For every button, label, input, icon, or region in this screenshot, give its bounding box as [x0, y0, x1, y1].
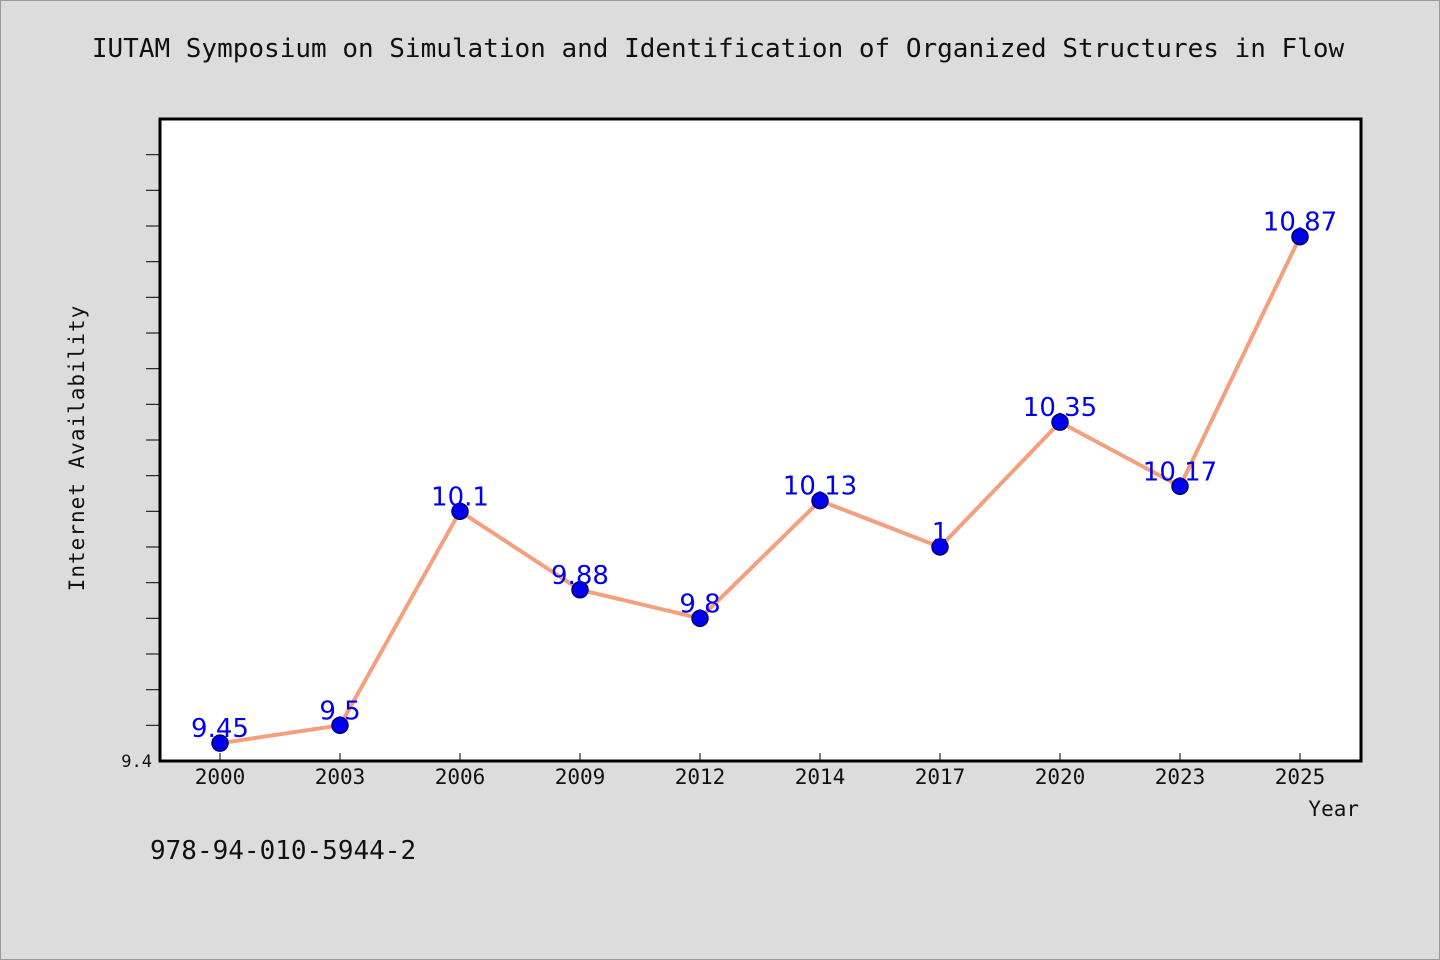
series-line	[218, 234, 1302, 746]
y-axis-title: Internet Availability	[65, 305, 89, 592]
x-tick-label: 2020	[1035, 765, 1086, 789]
data-point	[811, 491, 829, 510]
data-point	[451, 502, 469, 521]
data-label: 9.88	[551, 561, 609, 591]
data-label: 10.35	[1023, 393, 1097, 423]
x-tick-label: 2017	[915, 765, 966, 789]
data-point	[571, 581, 589, 599]
x-axis-title: Year	[1308, 797, 1359, 821]
x-tick-label: 2014	[795, 765, 846, 789]
x-tick-label: 2025	[1275, 765, 1326, 789]
chart-title: IUTAM Symposium on Simulation and Identi…	[91, 34, 1345, 64]
y-axis-tick-labels: 9.4	[121, 752, 152, 772]
data-point	[331, 716, 349, 735]
data-label: 10.1	[431, 482, 489, 512]
data-labels: 9.45 9.5 10.1 9.88 9.8 10.13 1 10.35 10.17 10.87	[191, 208, 1337, 744]
x-tick-label: 2000	[195, 765, 246, 789]
data-point	[1051, 413, 1069, 431]
data-label: 1	[932, 518, 949, 548]
y-tick-label: 9.4	[121, 752, 152, 772]
data-label: 9.8	[679, 589, 720, 619]
plot-area	[158, 117, 1363, 763]
x-tick-label: 2003	[315, 765, 366, 789]
data-point	[931, 538, 949, 556]
data-label: 9.45	[191, 714, 249, 744]
data-label: 10.13	[783, 472, 857, 502]
data-label: 9.5	[319, 696, 360, 726]
footer-code: 978-94-010-5944-2	[150, 836, 417, 866]
y-axis-ticks	[146, 154, 160, 726]
data-point	[1291, 227, 1309, 246]
data-label: 10.87	[1263, 208, 1337, 238]
data-point	[691, 609, 709, 628]
x-tick-label: 2009	[555, 765, 606, 789]
data-markers	[211, 227, 1309, 752]
x-tick-label: 2023	[1155, 765, 1206, 789]
x-tick-label: 2006	[435, 765, 486, 789]
x-tick-label: 2012	[675, 765, 726, 789]
data-label: 10.17	[1143, 457, 1217, 487]
x-axis-ticks	[219, 753, 1301, 761]
data-point	[1171, 477, 1189, 496]
x-axis-tick-labels: 2000 2003 2006 2009 2012 2014 2017 2020 2023 2025	[195, 765, 1326, 789]
data-point	[211, 734, 229, 752]
